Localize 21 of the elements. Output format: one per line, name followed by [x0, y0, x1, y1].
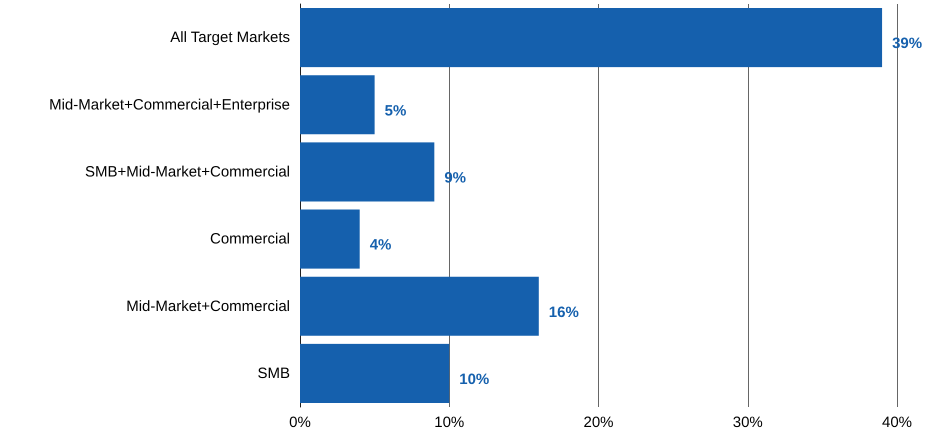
y-tick-label: SMB+Mid-Market+Commercial	[84, 163, 290, 180]
y-tick-label: SMB	[257, 364, 290, 382]
x-tick-label: 20%	[583, 414, 614, 431]
bar	[300, 142, 434, 202]
y-tick-label: Mid-Market+Commercial+Enterprise	[49, 96, 290, 114]
bar	[300, 210, 360, 269]
y-tick-label: Mid-Market+Commercial	[126, 298, 290, 315]
bar	[300, 8, 882, 68]
x-tick-label: 40%	[882, 414, 912, 431]
data-label: 5%	[384, 102, 406, 120]
x-tick-label: 10%	[434, 414, 464, 431]
data-label: 10%	[459, 370, 490, 388]
data-label: 4%	[370, 236, 392, 254]
bar	[300, 75, 375, 134]
data-label: 16%	[548, 304, 579, 321]
x-tick-label: 0%	[289, 414, 311, 431]
bar	[300, 276, 539, 336]
y-tick-label: All Target Markets	[170, 29, 290, 46]
bar	[300, 344, 450, 403]
y-tick-label: Commercial	[210, 230, 290, 248]
x-tick-label: 30%	[732, 414, 763, 431]
